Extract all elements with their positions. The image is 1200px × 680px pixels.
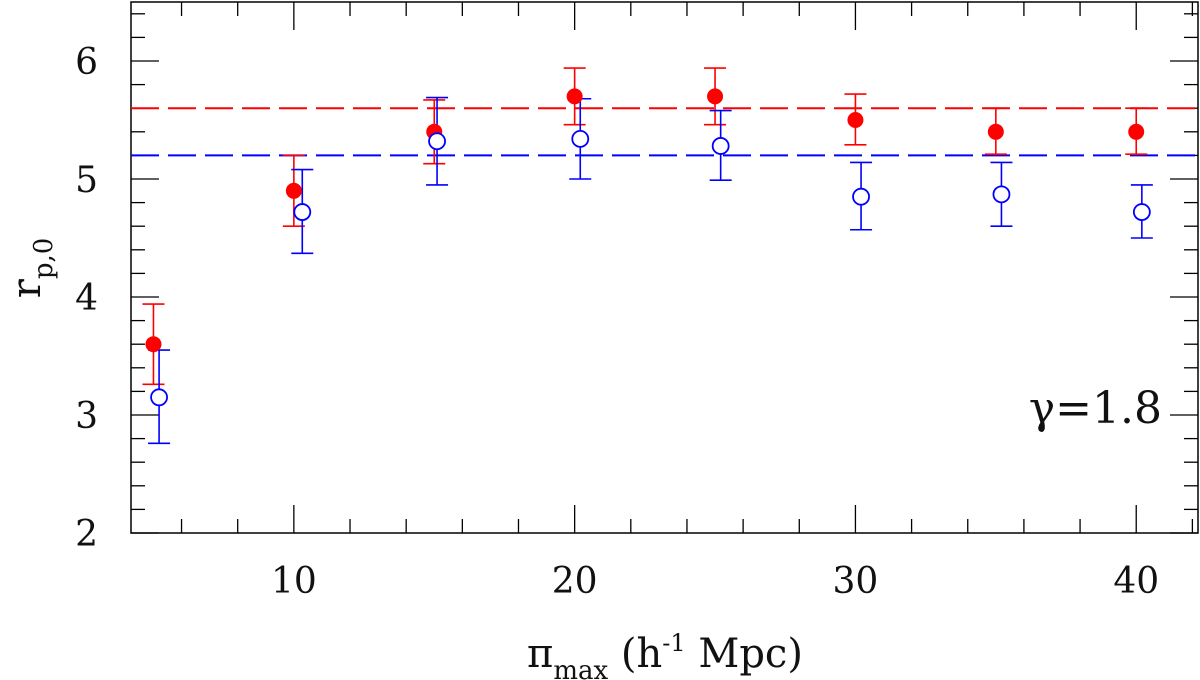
x-axis-subscript: max xyxy=(553,656,608,680)
axis-ticks xyxy=(131,2,1198,534)
x-axis-label: πmax (h-1 Mpc) xyxy=(527,629,803,680)
x-axis-unit-suffix: Mpc) xyxy=(686,631,803,677)
open-data-point xyxy=(711,137,730,155)
open-data-point xyxy=(150,388,168,407)
y-tick-label: 5 xyxy=(75,160,98,201)
filled-data-point xyxy=(707,88,724,105)
filled-data-point xyxy=(145,336,162,353)
y-tick-label: 6 xyxy=(75,42,98,83)
open-data-point xyxy=(852,187,870,206)
filled-data-point xyxy=(1128,123,1145,140)
reference-lines xyxy=(131,107,1198,157)
x-tick-label: 30 xyxy=(833,561,879,602)
open-data-point xyxy=(428,132,446,151)
plot-area xyxy=(130,1,1199,534)
axis-tick-labels: 10 20 30 40 2 3 4 5 6 xyxy=(75,42,1159,602)
data-points xyxy=(145,88,1151,407)
filled-data-point xyxy=(566,88,583,105)
filled-data-point xyxy=(847,112,864,128)
x-axis-symbol: π xyxy=(527,631,553,677)
x-tick-label: 10 xyxy=(271,561,317,602)
open-data-point xyxy=(571,129,590,148)
open-data-point xyxy=(293,203,312,221)
x-tick-label: 40 xyxy=(1113,561,1159,602)
error-bars xyxy=(142,67,1153,445)
filled-data-point xyxy=(987,123,1004,140)
y-axis-base: r xyxy=(4,278,50,298)
y-axis-label: rp,0 xyxy=(4,238,59,299)
gamma-annotation: γ=1.8 xyxy=(1029,383,1162,434)
open-data-point xyxy=(992,185,1011,204)
plot-frame xyxy=(130,1,1199,534)
x-axis-unit-prefix: (h xyxy=(621,631,662,677)
x-tick-label: 20 xyxy=(552,561,598,602)
x-axis-superscript: -1 xyxy=(662,629,685,657)
y-axis-subscript: p,0 xyxy=(29,238,59,279)
y-tick-label: 2 xyxy=(75,514,98,555)
y-tick-label: 4 xyxy=(75,278,98,319)
open-data-point xyxy=(1132,203,1151,221)
y-tick-label: 3 xyxy=(75,396,98,437)
filled-data-point xyxy=(285,182,302,199)
